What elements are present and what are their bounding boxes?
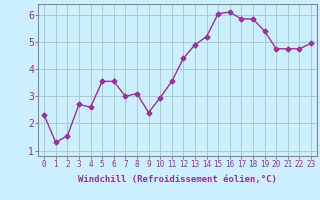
X-axis label: Windchill (Refroidissement éolien,°C): Windchill (Refroidissement éolien,°C): [78, 175, 277, 184]
